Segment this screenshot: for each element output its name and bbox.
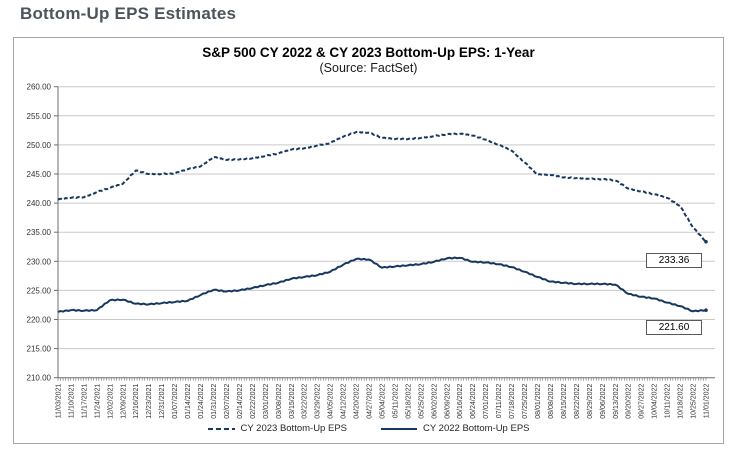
svg-text:06/16/2022: 06/16/2022 xyxy=(457,384,464,419)
svg-text:04/05/2022: 04/05/2022 xyxy=(328,384,335,419)
axes xyxy=(54,86,715,381)
svg-text:235.00: 235.00 xyxy=(27,228,52,237)
series-line-cy2022 xyxy=(57,256,707,313)
svg-text:08/29/2022: 08/29/2022 xyxy=(587,384,594,419)
svg-text:04/20/2022: 04/20/2022 xyxy=(354,384,361,419)
svg-text:03/22/2022: 03/22/2022 xyxy=(302,384,309,419)
legend-item-cy2022: CY 2022 Bottom-Up EPS xyxy=(381,423,530,434)
page-title: Bottom-Up EPS Estimates xyxy=(20,4,237,23)
svg-text:12/23/2021: 12/23/2021 xyxy=(146,384,153,419)
svg-text:03/15/2022: 03/15/2022 xyxy=(289,384,296,419)
x-axis-labels: 11/03/2021 11/10/2021 11/17/2021 11/24/2021… xyxy=(56,384,711,419)
svg-text:07/25/2022: 07/25/2022 xyxy=(522,384,529,419)
svg-text:09/20/2022: 09/20/2022 xyxy=(626,384,633,419)
svg-text:215.00: 215.00 xyxy=(27,345,52,354)
svg-text:10/25/2022: 10/25/2022 xyxy=(691,384,698,419)
svg-text:11/17/2021: 11/17/2021 xyxy=(81,384,88,419)
plot-area: 210.00 215.00 220.00 225.00 230.00 235.00 240.… xyxy=(27,83,715,419)
svg-text:225.00: 225.00 xyxy=(27,286,52,295)
svg-text:05/25/2022: 05/25/2022 xyxy=(418,384,425,419)
chart-title: S&P 500 CY 2022 & CY 2023 Bottom-Up EPS:… xyxy=(202,45,535,60)
svg-text:11/24/2021: 11/24/2021 xyxy=(94,384,101,419)
svg-text:11/01/2022: 11/01/2022 xyxy=(704,384,711,419)
svg-text:05/18/2022: 05/18/2022 xyxy=(405,384,412,419)
svg-text:245.00: 245.00 xyxy=(27,170,52,179)
svg-text:07/18/2022: 07/18/2022 xyxy=(509,384,516,419)
svg-text:07/01/2022: 07/01/2022 xyxy=(483,384,490,419)
svg-text:250.00: 250.00 xyxy=(27,141,52,150)
svg-text:11/10/2021: 11/10/2021 xyxy=(68,384,75,419)
svg-text:01/14/2022: 01/14/2022 xyxy=(185,384,192,419)
svg-text:09/06/2022: 09/06/2022 xyxy=(600,384,607,419)
svg-text:10/04/2022: 10/04/2022 xyxy=(652,384,659,419)
data-label-cy2022: 221.60 xyxy=(646,320,702,335)
svg-text:10/18/2022: 10/18/2022 xyxy=(678,384,685,419)
legend: CY 2023 Bottom-Up EPS CY 2022 Bottom-Up … xyxy=(14,423,723,434)
chart-subtitle: (Source: FactSet) xyxy=(319,61,418,75)
svg-text:05/04/2022: 05/04/2022 xyxy=(380,384,387,419)
solid-line-sample xyxy=(381,427,417,430)
svg-text:02/22/2022: 02/22/2022 xyxy=(250,384,257,419)
svg-text:12/02/2021: 12/02/2021 xyxy=(107,384,114,419)
svg-text:08/01/2022: 08/01/2022 xyxy=(535,384,542,419)
svg-text:09/13/2022: 09/13/2022 xyxy=(613,384,620,419)
svg-text:240.00: 240.00 xyxy=(27,199,52,208)
svg-text:01/07/2022: 01/07/2022 xyxy=(172,384,179,419)
svg-text:11/03/2021: 11/03/2021 xyxy=(56,384,63,419)
dashed-line-sample xyxy=(207,427,235,430)
svg-text:04/27/2022: 04/27/2022 xyxy=(367,384,374,419)
legend-item-cy2023: CY 2023 Bottom-Up EPS xyxy=(207,423,348,434)
svg-text:02/07/2022: 02/07/2022 xyxy=(224,384,231,419)
svg-text:03/01/2022: 03/01/2022 xyxy=(263,384,270,419)
series-end-marker-cy2023 xyxy=(704,239,708,244)
svg-text:03/08/2022: 03/08/2022 xyxy=(276,384,283,419)
legend-label-cy2022: CY 2022 Bottom-Up EPS xyxy=(423,423,530,434)
svg-text:02/14/2022: 02/14/2022 xyxy=(237,384,244,419)
legend-label-cy2023: CY 2023 Bottom-Up EPS xyxy=(240,423,348,434)
svg-text:06/09/2022: 06/09/2022 xyxy=(444,384,451,419)
series-end-marker-cy2022 xyxy=(704,308,708,312)
svg-text:08/08/2022: 08/08/2022 xyxy=(548,384,555,419)
svg-text:210.00: 210.00 xyxy=(27,374,52,383)
svg-text:06/24/2022: 06/24/2022 xyxy=(470,384,477,419)
svg-text:07/11/2022: 07/11/2022 xyxy=(496,384,503,419)
svg-text:220.00: 220.00 xyxy=(27,316,52,325)
svg-text:08/22/2022: 08/22/2022 xyxy=(574,384,581,419)
svg-text:01/31/2022: 01/31/2022 xyxy=(211,384,218,419)
chart-container: S&P 500 CY 2022 & CY 2023 Bottom-Up EPS:… xyxy=(13,37,724,444)
svg-text:12/16/2021: 12/16/2021 xyxy=(133,384,140,419)
svg-text:01/24/2022: 01/24/2022 xyxy=(198,384,205,419)
data-label-cy2023: 233.36 xyxy=(646,253,702,268)
svg-text:05/11/2022: 05/11/2022 xyxy=(392,384,399,419)
svg-text:03/29/2022: 03/29/2022 xyxy=(315,384,322,419)
svg-text:10/11/2022: 10/11/2022 xyxy=(665,384,672,419)
svg-text:12/31/2021: 12/31/2021 xyxy=(159,384,166,419)
svg-text:12/09/2021: 12/09/2021 xyxy=(120,384,127,419)
svg-text:08/15/2022: 08/15/2022 xyxy=(561,384,568,419)
series-line-cy2023 xyxy=(57,130,707,243)
gridlines xyxy=(58,86,715,350)
svg-text:04/12/2022: 04/12/2022 xyxy=(341,384,348,419)
svg-text:09/27/2022: 09/27/2022 xyxy=(639,384,646,419)
svg-text:06/02/2022: 06/02/2022 xyxy=(431,384,438,419)
svg-text:230.00: 230.00 xyxy=(27,257,52,266)
svg-text:255.00: 255.00 xyxy=(27,112,52,121)
y-axis-labels: 210.00 215.00 220.00 225.00 230.00 235.00 240.… xyxy=(27,83,52,383)
svg-text:260.00: 260.00 xyxy=(27,83,52,92)
